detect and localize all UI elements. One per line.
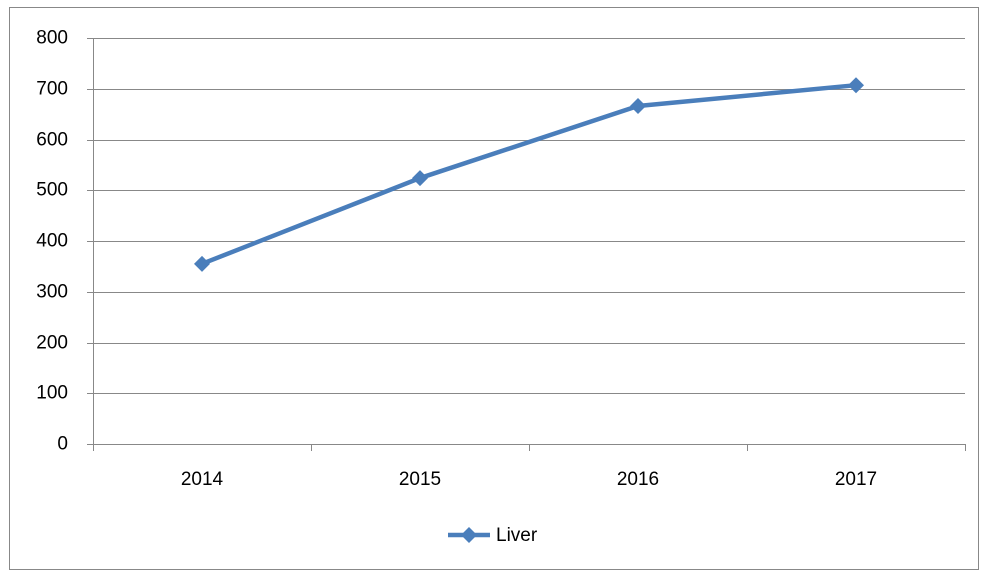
y-tick-label: 800	[36, 28, 68, 49]
y-tick-label: 0	[57, 434, 68, 455]
marker	[194, 255, 210, 272]
legend-label: Liver	[496, 525, 538, 546]
y-tick-label: 300	[36, 282, 68, 303]
y-tick-label: 600	[36, 130, 68, 151]
legend-marker	[461, 527, 477, 543]
x-tick-label: 2015	[399, 469, 441, 490]
marker	[848, 77, 864, 94]
y-tick-label: 200	[36, 333, 68, 354]
chart-border	[9, 7, 979, 570]
series-line	[201, 82, 857, 266]
y-tick-label: 100	[36, 383, 68, 404]
marker	[630, 98, 646, 115]
x-tick-label: 2014	[181, 469, 224, 490]
y-tick-label: 700	[36, 79, 68, 100]
y-tick-label: 400	[36, 231, 68, 252]
y-tick-label: 500	[36, 180, 68, 201]
x-tick-label: 2017	[835, 469, 877, 490]
x-tick-label: 2016	[617, 469, 659, 490]
marker	[412, 170, 428, 187]
